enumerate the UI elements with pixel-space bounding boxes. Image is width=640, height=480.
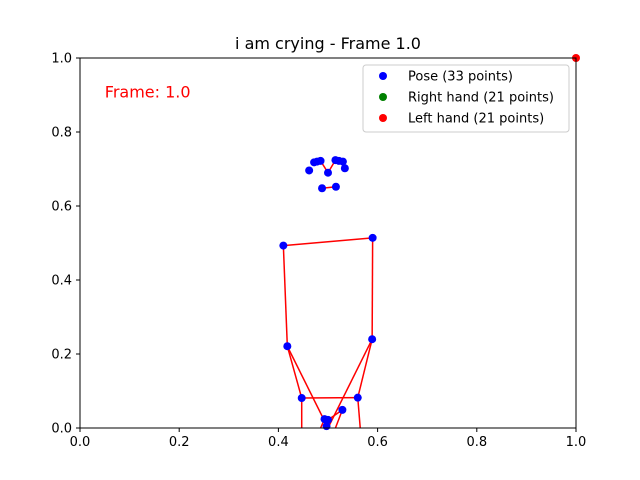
y-tick-label: 0.8 [51,126,72,141]
legend: Pose (33 points) Right hand (21 points) Le… [362,64,570,133]
pose-point [368,335,377,344]
legend-marker-pose [379,72,387,80]
y-tick-label: 0.6 [51,200,72,215]
pose-point [368,233,377,242]
x-tick-label: 0.0 [70,435,91,450]
plot-frame [79,57,577,429]
pose-point [331,182,340,191]
pose-point [305,166,314,175]
legend-label-left-hand: Left hand (21 points) [408,112,544,127]
pose-connection-line [286,346,303,399]
x-tick-label: 0.8 [466,435,487,450]
pose-point [322,422,331,431]
pose-point [279,241,288,250]
y-tick-label: 0.4 [51,274,72,289]
legend-marker-right-hand [379,93,387,101]
pose-point [338,405,347,414]
pose-point [310,158,319,167]
data-points [279,54,580,431]
legend-label-pose: Pose (33 points) [408,70,513,85]
pose-point [324,168,332,177]
x-tick-label: 0.2 [169,435,190,450]
pose-connection-line [327,338,373,428]
pose-point [340,164,349,173]
pose-connection-line [282,245,289,347]
legend-label-right-hand: Right hand (21 points) [408,91,554,106]
legend-marker-left-hand [379,114,387,122]
x-tick-label: 0.4 [268,435,289,450]
legend-box [362,64,570,133]
pose-point [338,157,347,166]
pose-point [318,184,327,193]
pose-connection-line [357,397,361,428]
pose-point [324,415,332,424]
x-tick-label: 1.0 [566,435,587,450]
y-tick-label: 1.0 [51,52,72,67]
y-axis: 0.0 0.2 0.4 0.6 0.8 1.0 [51,52,80,437]
pose-point [297,394,306,403]
pose-point [283,342,292,351]
pose-point [353,393,362,402]
x-axis: 0.0 0.2 0.4 0.6 0.8 1.0 [70,428,587,450]
y-tick-label: 0.2 [51,348,72,363]
pose-connection-line [283,237,373,247]
frame-annotation: Frame: 1.0 [105,82,191,101]
y-tick-label: 0.0 [51,422,72,437]
chart-title: i am crying - Frame 1.0 [235,34,421,53]
pose-connection-line [286,345,329,428]
pose-connection-line [357,339,373,398]
x-tick-label: 0.6 [367,435,388,450]
